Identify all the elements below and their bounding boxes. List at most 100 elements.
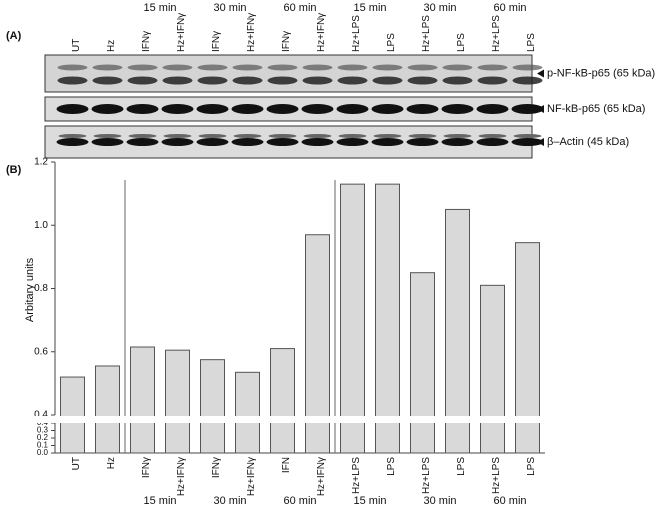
band (407, 64, 438, 71)
time-label: 15 min (353, 2, 386, 14)
arrowhead (537, 138, 544, 146)
lane-label: IFNγ (281, 31, 292, 52)
band (231, 104, 264, 114)
lane-label: Hz+LPS (351, 15, 362, 52)
band (371, 138, 404, 146)
x-tick-label: Hz+IFNγ (316, 457, 327, 496)
arrowhead (537, 105, 544, 113)
x-tick-label: Hz+IFNγ (176, 457, 187, 496)
x-tick-label: LPS (386, 457, 397, 476)
band (92, 64, 123, 71)
band (196, 138, 229, 146)
time-label: 60 min (493, 495, 526, 507)
lane-label: Hz (106, 40, 117, 52)
band (267, 76, 298, 85)
band (268, 134, 297, 138)
bar (480, 284, 505, 454)
band (303, 134, 332, 138)
band (266, 138, 299, 146)
blot-label: NF-kB-p65 (65 kDa) (547, 103, 645, 115)
band (197, 76, 228, 85)
band (163, 134, 192, 138)
band (337, 64, 368, 71)
band (56, 138, 89, 146)
time-label: 30 min (423, 495, 456, 507)
time-label: 30 min (213, 495, 246, 507)
x-tick-label: IFNγ (141, 457, 152, 478)
bar (445, 208, 470, 454)
band (513, 134, 542, 138)
bar (165, 349, 190, 454)
band (512, 64, 543, 71)
y-tick-label: 1.0 (34, 220, 48, 231)
blot-label: p-NF-kB-p65 (65 kDa) (547, 67, 655, 79)
panel-label: (B) (6, 164, 22, 176)
y-tick-label: 1.2 (34, 157, 48, 168)
band (56, 104, 89, 114)
bar (95, 365, 120, 454)
x-tick-label: IFN (281, 457, 292, 473)
lane-label: Hz+LPS (421, 15, 432, 52)
blot (44, 54, 533, 93)
band (441, 104, 474, 114)
band (443, 134, 472, 138)
band (127, 76, 158, 85)
blot-label: β–Actin (45 kDa) (547, 136, 629, 148)
lane-label: IFNγ (211, 31, 222, 52)
bar (410, 272, 435, 454)
band (196, 104, 229, 114)
band (407, 76, 438, 85)
lane-label: LPS (386, 33, 397, 52)
axis-break (0, 416, 560, 423)
band (372, 76, 403, 85)
time-label: 60 min (283, 495, 316, 507)
band (441, 138, 474, 146)
time-label: 30 min (213, 2, 246, 14)
arrowhead (537, 69, 544, 78)
band (162, 76, 193, 85)
band (406, 104, 439, 114)
band (232, 64, 263, 71)
band (57, 76, 88, 85)
x-tick-label: Hz+LPS (421, 457, 432, 494)
lane-label: LPS (526, 33, 537, 52)
band (408, 134, 437, 138)
y-tick-label: 0.0 (37, 448, 49, 457)
band (301, 138, 334, 146)
band (161, 104, 194, 114)
band (512, 76, 543, 85)
y-axis-label: Arbitary units (24, 257, 36, 322)
x-tick-label: Hz+LPS (351, 457, 362, 494)
band (511, 104, 544, 114)
band (127, 64, 158, 71)
y-tick-label: 0.4 (34, 410, 48, 421)
lane-label: UT (71, 39, 82, 52)
band (93, 134, 122, 138)
band (336, 138, 369, 146)
x-tick-label: LPS (526, 457, 537, 476)
band (233, 134, 262, 138)
band (57, 64, 88, 71)
band (91, 104, 124, 114)
band (198, 134, 227, 138)
y-tick-label: 0.6 (34, 346, 48, 357)
lane-label: IFNγ (141, 31, 152, 52)
band (266, 104, 299, 114)
x-tick-label: UT (71, 457, 82, 470)
band (128, 134, 157, 138)
band (336, 104, 369, 114)
bar (270, 348, 295, 454)
band (162, 64, 193, 71)
time-label: 15 min (143, 495, 176, 507)
panel-label: (A) (6, 30, 22, 42)
x-tick-label: Hz (106, 457, 117, 469)
y-tick-label: 0.8 (34, 283, 48, 294)
bar (200, 359, 225, 454)
band (231, 138, 264, 146)
bar (340, 183, 365, 454)
lane-label: Hz+IFNγ (316, 13, 327, 52)
band (92, 76, 123, 85)
band (126, 138, 159, 146)
band (477, 76, 508, 85)
time-label: 30 min (423, 2, 456, 14)
